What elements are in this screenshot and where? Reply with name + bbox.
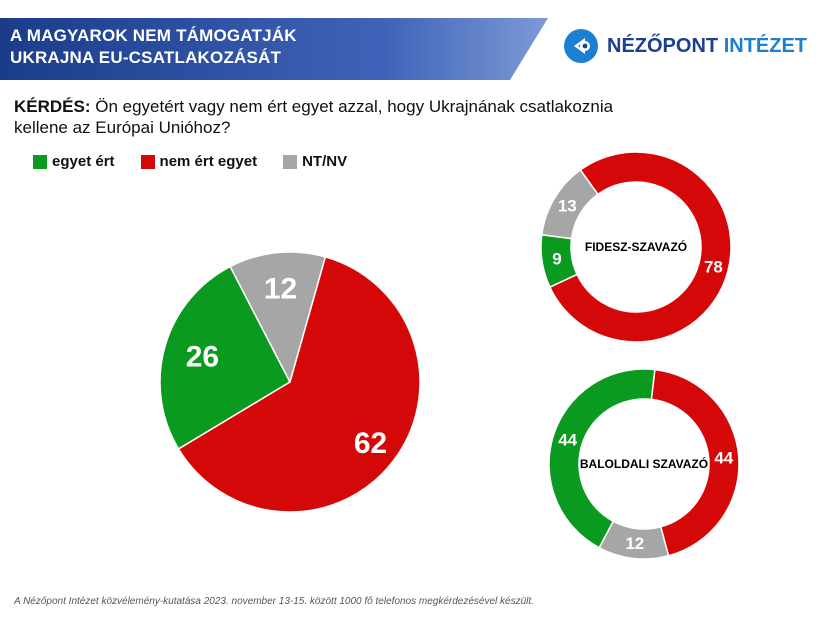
- logo-text: NÉZŐPONT INTÉZET: [607, 35, 807, 58]
- page-title-line1: A MAGYAROK NEM TÁMOGATJÁK: [10, 26, 297, 45]
- donut-center-title: FIDESZ-SZAVAZÓ: [585, 239, 687, 254]
- legend-label-disagree: nem ért egyet: [159, 153, 258, 170]
- question-label: KÉRDÉS:: [14, 97, 91, 116]
- legend: egyet ért nem ért egyet NT/NV: [33, 153, 373, 170]
- logo-icon: [564, 29, 598, 63]
- data-label-disagree: 44: [714, 449, 733, 468]
- legend-item-disagree: nem ért egyet: [140, 153, 258, 170]
- page-title-line2: UKRAJNA EU-CSATLAKOZÁSÁT: [10, 48, 282, 67]
- pie-chart-total: 26 12 62: [159, 251, 421, 513]
- data-label-disagree: 78: [704, 258, 723, 277]
- legend-label-dk: NT/NV: [302, 153, 348, 170]
- data-label-agree: 9: [552, 250, 561, 269]
- donut-chart-fidesz: 9 13 78 FIDESZ-SZAVAZÓ: [540, 151, 732, 343]
- data-label-dk: 12: [264, 272, 297, 305]
- question: KÉRDÉS: Ön egyetért vagy nem ért egyet a…: [14, 96, 654, 138]
- legend-item-dk: NT/NV: [283, 153, 347, 170]
- slice-disagree: [177, 255, 421, 513]
- slice-disagree: [650, 368, 740, 557]
- logo-accent: INTÉZET: [723, 34, 808, 57]
- data-label-agree: 26: [186, 341, 219, 374]
- logo: NÉZŐPONT INTÉZET: [563, 28, 807, 64]
- legend-swatch-disagree: [140, 154, 155, 169]
- donut-center-title: BALOLDALI SZAVAZÓ: [580, 456, 708, 471]
- slice-agree: [159, 265, 291, 450]
- legend-item-agree: egyet ért: [33, 153, 115, 170]
- legend-swatch-agree: [33, 154, 47, 169]
- slice-disagree: [548, 151, 732, 343]
- data-label-disagree: 62: [354, 427, 387, 460]
- legend-label-agree: egyet ért: [52, 153, 115, 170]
- slice-agree: [548, 368, 656, 549]
- legend-swatch-dk: [283, 154, 298, 169]
- data-label-dk: 13: [558, 197, 577, 216]
- header-banner: [0, 18, 548, 80]
- logo-main: NÉZŐPONT: [607, 34, 719, 57]
- charts-canvas: 26126291378FIDESZ-SZAVAZÓ124444BALOLDALI…: [159, 151, 740, 560]
- title-band: [0, 18, 548, 80]
- data-label-agree: 44: [558, 431, 577, 450]
- data-label-dk: 12: [625, 534, 644, 553]
- slice-dk: [229, 251, 327, 385]
- footnote: A Nézőpont Intézet közvélemény-kutatása …: [14, 596, 534, 607]
- question-text: Ön egyetért vagy nem ért egyet azzal, ho…: [14, 97, 614, 137]
